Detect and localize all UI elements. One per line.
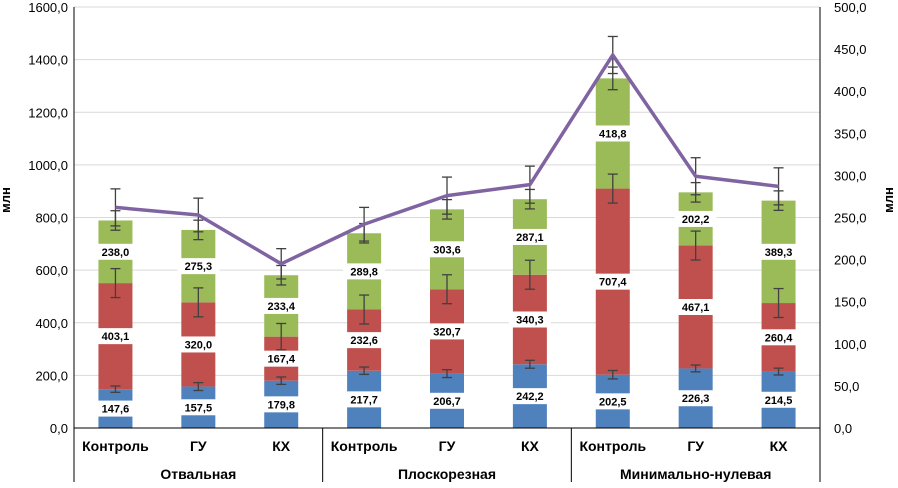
data-labels: 147,6 403,1 238,0 157,5 320,0 275,3 179,8 167,4… <box>94 125 800 417</box>
category-label: КХ <box>272 438 291 454</box>
data-label-blue: 157,5 <box>185 402 213 414</box>
data-label-bg <box>94 243 137 260</box>
data-label-red: 467,1 <box>682 302 710 314</box>
left-tick-label: 600,0 <box>35 263 68 278</box>
data-label-blue: 214,5 <box>765 395 793 407</box>
data-label-green: 418,8 <box>599 128 627 140</box>
right-tick-label: 350,0 <box>834 126 867 141</box>
data-label-green: 289,8 <box>350 266 378 278</box>
data-label-green: 287,1 <box>516 232 544 244</box>
category-label: Контроль <box>331 438 398 454</box>
data-label-blue: 242,2 <box>516 391 544 403</box>
data-label-bg <box>343 332 386 349</box>
left-tick-label: 1400,0 <box>28 53 68 68</box>
right-tick-label: 100,0 <box>834 337 867 352</box>
data-label-bg <box>757 243 800 260</box>
left-tick-label: 200,0 <box>35 368 68 383</box>
category-label: КХ <box>521 438 540 454</box>
data-label-green: 202,2 <box>682 214 710 226</box>
data-label-bg <box>260 396 303 413</box>
data-label-bg <box>177 258 220 275</box>
data-label-bg <box>757 391 800 408</box>
data-label-bg <box>591 273 634 290</box>
data-label-bg <box>426 241 468 258</box>
left-tick-label: 1000,0 <box>28 158 68 173</box>
data-label-blue: 217,7 <box>350 394 378 406</box>
data-label-blue: 179,8 <box>267 399 295 411</box>
data-label-red: 167,4 <box>267 354 295 366</box>
data-label-bg <box>177 336 220 353</box>
axes: 0,0 200,0 400,0 600,0 800,0 1000,0 1200,0 1400,… <box>28 0 867 482</box>
data-label-bg <box>591 393 634 410</box>
data-label-blue: 147,6 <box>102 404 130 416</box>
right-tick-label: 450,0 <box>834 42 867 57</box>
data-label-bg <box>508 388 551 405</box>
data-label-bg <box>674 299 717 316</box>
line-series-purple <box>115 53 779 266</box>
group-label: Отвальная <box>160 466 236 482</box>
right-tick-label: 0,0 <box>834 421 852 436</box>
data-label-green: 238,0 <box>102 247 130 259</box>
category-label: ГУ <box>190 438 207 454</box>
data-label-bg <box>426 323 468 340</box>
data-label-red: 260,4 <box>765 332 793 344</box>
left-tick-label: 1200,0 <box>28 105 68 120</box>
right-tick-label: 50,0 <box>834 379 859 394</box>
group-label: Плоскорезная <box>398 466 496 482</box>
data-label-red: 707,4 <box>599 277 627 289</box>
data-label-blue: 226,3 <box>682 393 710 405</box>
data-label-bg <box>674 390 717 407</box>
data-label-bg <box>508 228 551 245</box>
data-label-green: 389,3 <box>765 247 793 259</box>
category-label: Контроль <box>579 438 646 454</box>
data-label-bg <box>591 125 634 142</box>
total-line <box>115 53 779 266</box>
category-label: Контроль <box>82 438 149 454</box>
data-label-bg <box>343 263 386 280</box>
data-label-red: 232,6 <box>350 335 378 347</box>
data-label-bg <box>177 399 220 416</box>
data-label-bg <box>260 297 303 314</box>
left-tick-label: 800,0 <box>35 211 68 226</box>
data-label-bg <box>757 329 800 346</box>
right-tick-label: 200,0 <box>834 253 867 268</box>
right-tick-label: 400,0 <box>834 84 867 99</box>
data-label-red: 340,3 <box>516 315 544 327</box>
group-label: Минимально-нулевая <box>620 466 771 482</box>
data-label-bg <box>674 210 717 227</box>
right-tick-label: 150,0 <box>834 295 867 310</box>
left-tick-label: 0,0 <box>50 421 68 436</box>
data-label-bg <box>426 392 468 409</box>
data-label-blue: 202,5 <box>599 396 627 408</box>
right-tick-label: 300,0 <box>834 168 867 183</box>
right-axis-title: млн <box>881 187 896 213</box>
data-label-green: 233,4 <box>267 301 295 313</box>
category-label: КХ <box>770 438 789 454</box>
data-label-bg <box>94 400 137 417</box>
left-tick-label: 400,0 <box>35 316 68 331</box>
right-tick-label: 500,0 <box>834 0 867 15</box>
data-label-blue: 206,7 <box>433 396 461 408</box>
data-label-bg <box>260 350 303 367</box>
data-label-bg <box>508 311 551 328</box>
right-tick-label: 250,0 <box>834 211 867 226</box>
data-label-green: 275,3 <box>185 261 213 273</box>
category-label: ГУ <box>439 438 456 454</box>
data-label-bg <box>343 391 386 408</box>
data-label-red: 403,1 <box>102 331 130 343</box>
data-label-green: 303,6 <box>433 244 461 256</box>
category-label: ГУ <box>687 438 704 454</box>
data-label-bg <box>94 328 137 345</box>
left-tick-label: 1600,0 <box>28 0 68 15</box>
left-axis-title: млн <box>0 187 13 213</box>
data-label-red: 320,7 <box>433 326 461 338</box>
data-label-red: 320,0 <box>185 339 213 351</box>
